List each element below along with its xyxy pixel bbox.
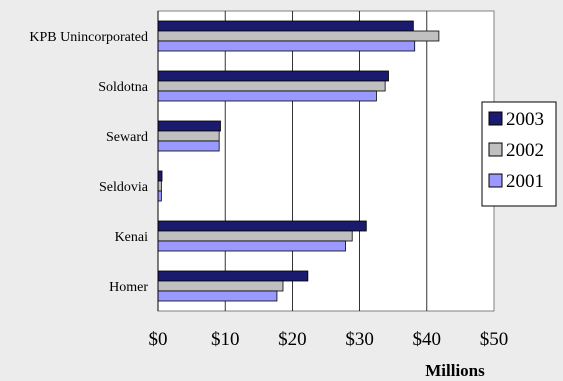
legend-label: 2002 [506, 140, 544, 161]
bar-seldovia-2003 [157, 170, 163, 182]
category-label: Soldotna [98, 80, 149, 95]
bar-soldotna-2001 [157, 90, 377, 102]
bar-seward-2002 [157, 130, 220, 142]
bar-homer-2001 [157, 290, 278, 302]
category-labels: KPB Unincorporated Soldotna Seward Seldovia… [29, 30, 148, 295]
bar-kpb-unincorporated-2002 [157, 30, 440, 42]
bar-kenai-2002 [157, 230, 353, 242]
gridlines [224, 11, 428, 311]
category-label: Seward [106, 130, 148, 145]
bar-soldotna-2002 [157, 80, 386, 92]
x-tick-label: $20 [278, 329, 307, 350]
legend-label: 2003 [506, 109, 544, 130]
legend-swatch-2001 [488, 173, 503, 188]
bar-soldotna-2003 [157, 70, 389, 82]
x-tick-label: $10 [211, 329, 240, 350]
category-label: KPB Unincorporated [29, 30, 148, 45]
legend-swatch-2003 [488, 111, 503, 126]
category-label: Homer [109, 280, 148, 295]
bar-seward-2001 [157, 140, 220, 152]
x-tick-label: $40 [413, 329, 442, 350]
bar-seldovia-2002 [157, 180, 162, 192]
bar-kpb-unincorporated-2003 [157, 20, 414, 32]
x-tick-labels: $0 $10 $20 $30 $40 $50 [149, 329, 509, 350]
x-tick-label: $30 [345, 329, 374, 350]
x-axis-title: Millions [425, 361, 485, 380]
plot-area [157, 10, 495, 312]
legend-swatch-2002 [488, 142, 503, 157]
category-label: Kenai [115, 230, 149, 245]
bar-homer-2003 [157, 270, 309, 282]
legend: 2003 2002 2001 [481, 101, 557, 207]
x-tick-label: $50 [480, 329, 509, 350]
bar-kenai-2001 [157, 240, 346, 252]
x-tick-label: $0 [149, 329, 168, 350]
bar-kenai-2003 [157, 220, 367, 232]
bar-kpb-unincorporated-2001 [157, 40, 416, 52]
bar-seldovia-2001 [157, 190, 162, 202]
bar-seward-2003 [157, 120, 221, 132]
legend-label: 2001 [506, 171, 544, 192]
category-label: Seldovia [99, 180, 149, 195]
bar-homer-2002 [157, 280, 284, 292]
